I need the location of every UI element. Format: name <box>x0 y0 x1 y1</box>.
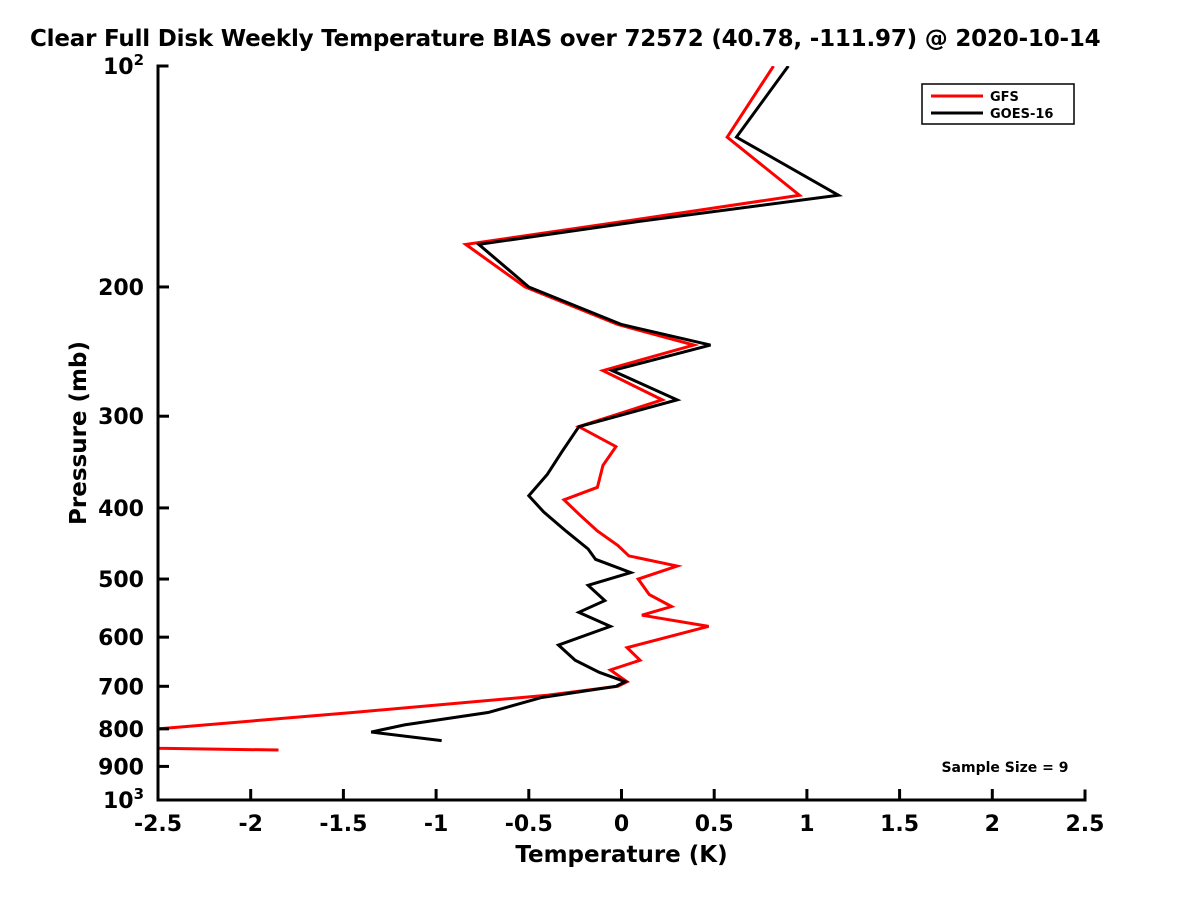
x-tick-label: -1 <box>424 812 448 837</box>
legend-label-goes-16: GOES-16 <box>990 107 1053 122</box>
y-tick-label: 300 <box>98 405 144 430</box>
series-line-gfs <box>158 66 804 752</box>
y-tick-label: 500 <box>98 568 144 593</box>
series-layer <box>158 66 844 752</box>
x-tick-label: -2 <box>238 812 262 837</box>
y-tick-label: 700 <box>98 675 144 700</box>
legend-layer: GFS GOES-16 <box>921 83 1075 125</box>
axis-frame <box>156 64 1087 802</box>
x-tick-label: -2.5 <box>134 812 182 837</box>
x-tick-label: 0.5 <box>695 812 734 837</box>
series-line-goes-16 <box>370 66 844 743</box>
y-tick-label: 102 <box>103 51 144 80</box>
y-tick-label: 600 <box>98 626 144 651</box>
x-tick-label: 1.5 <box>880 812 919 837</box>
legend-label-gfs: GFS <box>990 90 1019 105</box>
legend-box <box>921 83 1075 125</box>
x-tick-label: 2.5 <box>1066 812 1105 837</box>
x-tick-label: -1.5 <box>319 812 367 837</box>
y-tick-label: 400 <box>98 497 144 522</box>
x-axis-title: Temperature (K) <box>515 842 727 868</box>
x-tick-label: 1 <box>799 812 814 837</box>
sample-size-annotation: Sample Size = 9 <box>941 760 1068 776</box>
y-axis-title: Pressure (mb) <box>66 341 92 525</box>
y-tick-label: 200 <box>98 276 144 301</box>
chart-title: Clear Full Disk Weekly Temperature BIAS … <box>30 26 1101 52</box>
x-tick-label: 2 <box>985 812 1000 837</box>
y-tick-label: 800 <box>98 718 144 743</box>
y-tick-label: 103 <box>103 785 144 814</box>
x-tick-label: 0 <box>614 812 629 837</box>
x-tick-label: -0.5 <box>505 812 553 837</box>
annotation-layer: Sample Size = 9 <box>941 760 1068 776</box>
y-tick-label: 900 <box>98 755 144 780</box>
